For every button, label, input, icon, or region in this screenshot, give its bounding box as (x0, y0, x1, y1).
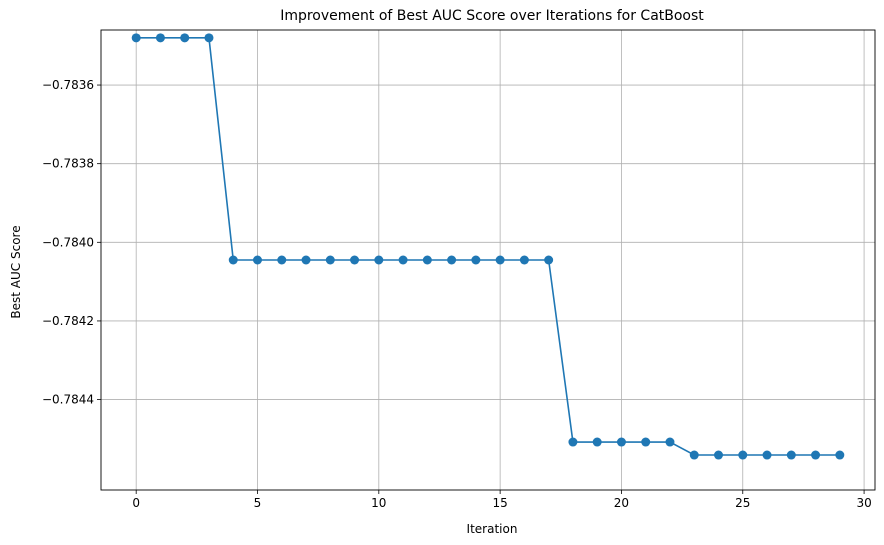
x-tick-label: 20 (614, 496, 629, 510)
data-point (422, 255, 432, 265)
data-point (398, 255, 408, 265)
data-point (689, 450, 699, 460)
plot-area (100, 29, 876, 491)
y-tick-label: −0.7836 (42, 78, 94, 92)
y-axis-label: Best AUC Score (9, 225, 23, 318)
x-tick-label: 10 (371, 496, 386, 510)
data-point (277, 255, 287, 265)
data-point (131, 33, 141, 43)
data-point (786, 450, 796, 460)
data-point (738, 450, 748, 460)
x-tick-label: 0 (132, 496, 140, 510)
data-point (325, 255, 335, 265)
grid (101, 30, 875, 490)
data-point (714, 450, 724, 460)
y-tick-label: −0.7844 (42, 393, 94, 407)
data-point (155, 33, 165, 43)
x-tick-label: 15 (492, 496, 507, 510)
series-line (136, 37, 840, 456)
data-point (641, 437, 651, 447)
data-point (616, 437, 626, 447)
data-point (350, 255, 360, 265)
x-tick-label: 30 (856, 496, 871, 510)
x-tick-label: 5 (254, 496, 262, 510)
data-point (762, 450, 772, 460)
y-axis: −0.7836 −0.7838 −0.7840 −0.7842 −0.7844 (42, 78, 101, 407)
data-point (252, 255, 262, 265)
data-point (301, 255, 311, 265)
data-point (374, 255, 384, 265)
y-tick-label: −0.7838 (42, 157, 94, 171)
data-point (228, 255, 238, 265)
data-point (180, 33, 190, 43)
y-tick-label: −0.7842 (42, 314, 94, 328)
x-axis-label: Iteration (467, 522, 518, 536)
data-point (592, 437, 602, 447)
data-point (495, 255, 505, 265)
x-axis: 0 5 10 15 20 25 30 (132, 490, 872, 510)
data-point (544, 255, 554, 265)
data-point (568, 437, 578, 447)
data-point (811, 450, 821, 460)
data-point (665, 437, 675, 447)
x-tick-label: 25 (735, 496, 750, 510)
data-point (204, 33, 214, 43)
y-tick-label: −0.7840 (42, 235, 94, 249)
chart-title: Improvement of Best AUC Score over Itera… (280, 8, 704, 24)
data-point (519, 255, 529, 265)
series-markers (131, 33, 845, 460)
data-point (471, 255, 481, 265)
data-point (835, 450, 845, 460)
data-point (447, 255, 457, 265)
